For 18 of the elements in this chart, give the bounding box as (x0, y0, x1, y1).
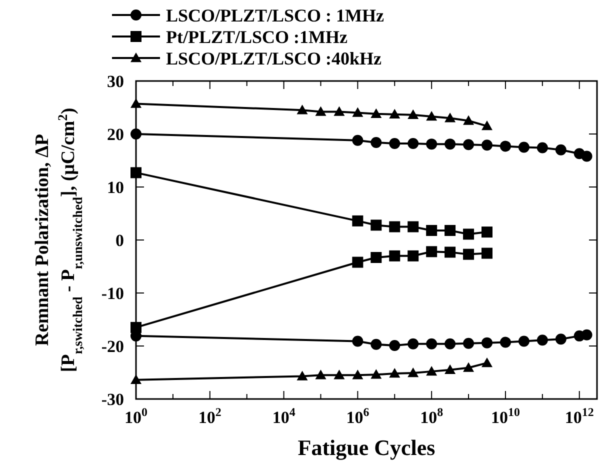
x-tick-label: 10$^{0}$ (124, 405, 148, 427)
x-tick-label: 10$^{8}$ (420, 405, 444, 427)
y-tick-label: 20 (107, 124, 124, 144)
y-tick-label: -10 (101, 284, 124, 303)
x-tick-label: 10$^{10}$ (491, 405, 520, 427)
y-tick-label: 30 (107, 72, 124, 91)
x-axis-title: Fatigue Cycles (298, 435, 436, 460)
legend-label: LSCO/PLZT/LSCO :40kHz (166, 48, 382, 68)
y-tick-label: 0 (116, 230, 124, 250)
legend-label: Pt/PLZT/LSCO :1MHz (166, 26, 348, 47)
y-tick-label: -20 (101, 336, 124, 356)
x-tick-label: 10$^{12}$ (564, 405, 594, 427)
x-tick-label: 10$^{6}$ (346, 405, 370, 427)
y-tick-label: 10 (107, 178, 124, 197)
legend-label: LSCO/PLZT/LSCO : 1MHz (166, 5, 384, 26)
x-tick-label: 10$^{4}$ (272, 405, 296, 427)
y-tick-label: -30 (101, 390, 124, 409)
x-tick-label: 10$^{2}$ (198, 405, 222, 427)
